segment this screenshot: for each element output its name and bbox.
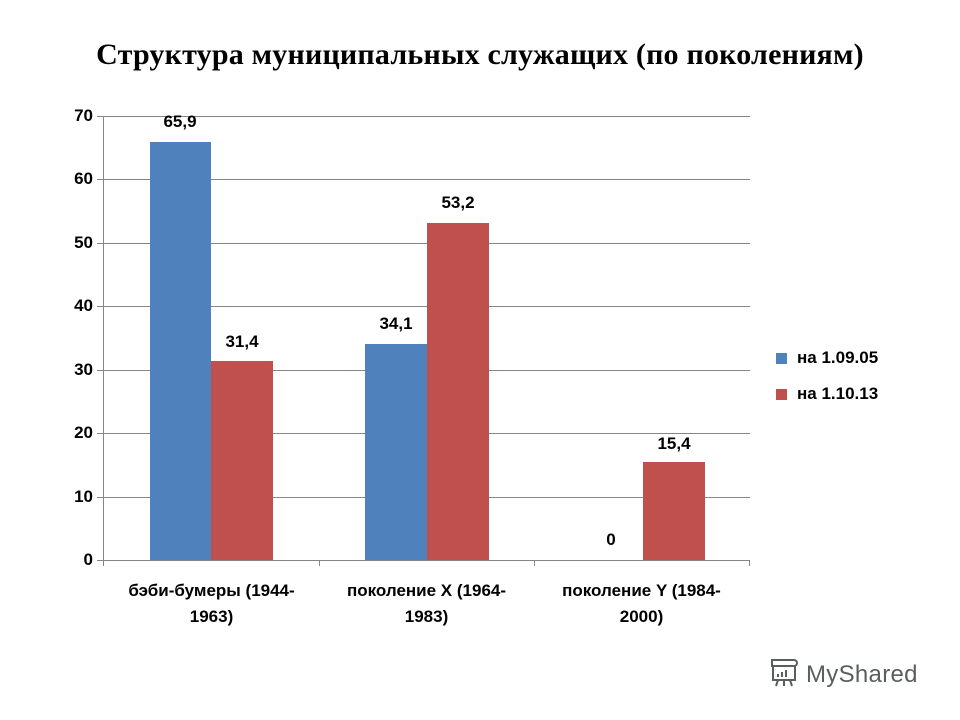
category-line: 1963) <box>189 607 234 626</box>
y-tick-label: 60 <box>74 169 93 188</box>
x-tick-mark <box>319 560 320 566</box>
value-label: 0 <box>606 530 616 549</box>
y-tick-label: 40 <box>74 296 93 315</box>
y-tick-label: 0 <box>83 550 93 569</box>
plot-area: 0 10 20 30 40 50 60 70 65,9 31,4 34,1 53… <box>74 106 750 569</box>
legend-swatch-red <box>776 388 787 400</box>
watermark-text: MyShared <box>806 660 918 688</box>
value-label: 65,9 <box>163 112 197 131</box>
value-label: 53,2 <box>441 193 475 212</box>
y-tick-mark <box>97 370 103 371</box>
y-axis-line <box>103 116 104 566</box>
bar-baby-boomers-2013 <box>211 361 273 560</box>
category-label-generation-y: поколение Y (1984- 2000) <box>534 578 749 630</box>
gridline-70 <box>103 116 750 117</box>
y-tick-mark <box>97 560 103 561</box>
category-line: 2000) <box>619 607 664 626</box>
x-axis-line <box>103 560 750 561</box>
value-label: 15,4 <box>657 434 691 453</box>
presentation-board-icon <box>768 656 800 693</box>
value-label: 31,4 <box>225 332 259 351</box>
y-tick-label: 50 <box>74 233 93 252</box>
legend-item-2005: на 1.09.05 <box>776 340 878 376</box>
value-label: 34,1 <box>379 314 413 333</box>
bar-generation-x-2013 <box>427 223 489 560</box>
legend-item-2013: на 1.10.13 <box>776 376 878 412</box>
x-tick-mark <box>534 560 535 566</box>
chart-title: Структура муниципальных служащих (по пок… <box>96 38 864 71</box>
legend-label: на 1.09.05 <box>797 348 879 367</box>
category-label-baby-boomers: бэби-бумеры (1944- 1963) <box>104 578 319 630</box>
y-tick-label: 30 <box>74 360 93 379</box>
category-line: поколение Y (1984- <box>562 581 721 600</box>
y-tick-mark <box>97 179 103 180</box>
y-tick-mark <box>97 306 103 307</box>
y-tick-mark <box>97 497 103 498</box>
category-label-generation-x: поколение X (1964- 1983) <box>319 578 534 630</box>
y-tick-mark <box>97 243 103 244</box>
x-tick-mark <box>749 560 750 566</box>
y-tick-label: 70 <box>74 106 93 125</box>
bar-generation-y-2013 <box>643 462 705 560</box>
gridline-60 <box>103 179 750 180</box>
legend-label: на 1.10.13 <box>797 384 879 403</box>
bar-generation-x-2005 <box>365 344 427 560</box>
category-line: бэби-бумеры (1944- <box>128 581 295 600</box>
gridline-50 <box>103 243 750 244</box>
category-line: 1983) <box>404 607 449 626</box>
category-line: поколение X (1964- <box>346 581 507 600</box>
y-tick-mark <box>97 116 103 117</box>
bar-baby-boomers-2005 <box>150 142 211 560</box>
y-tick-mark <box>97 433 103 434</box>
gridline-40 <box>103 306 750 307</box>
legend: на 1.09.05 на 1.10.13 <box>776 340 878 412</box>
y-tick-label: 10 <box>74 487 93 506</box>
legend-swatch-blue <box>776 352 787 364</box>
watermark: MyShared <box>768 656 918 693</box>
y-tick-label: 20 <box>74 423 93 442</box>
